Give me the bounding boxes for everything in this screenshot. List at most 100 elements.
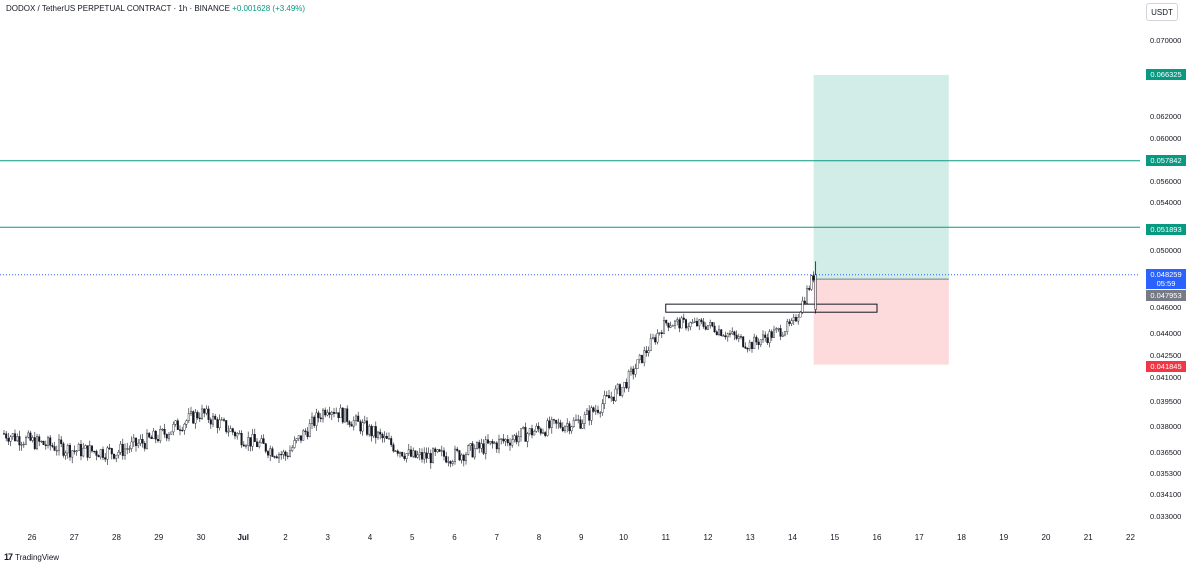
- candle: [693, 320, 696, 323]
- candle: [25, 436, 28, 445]
- candle: [143, 443, 146, 449]
- y-tick-label: 0.041000: [1150, 373, 1181, 382]
- candle: [443, 450, 446, 457]
- x-tick-label: 5: [410, 533, 415, 542]
- candle: [718, 329, 721, 336]
- candle: [449, 461, 452, 464]
- candle: [755, 336, 758, 343]
- candle: [542, 432, 545, 434]
- candle: [231, 428, 234, 433]
- candle: [383, 436, 386, 439]
- candle: [581, 423, 584, 429]
- candle: [515, 435, 518, 443]
- resistance-box: [665, 303, 878, 313]
- x-tick-label: 6: [452, 533, 457, 542]
- candle: [240, 433, 243, 446]
- x-tick-label: 15: [830, 533, 839, 542]
- candle: [687, 326, 690, 329]
- candle: [647, 350, 650, 354]
- candle: [680, 317, 683, 329]
- candle: [480, 443, 483, 449]
- candle: [174, 420, 177, 425]
- candle: [269, 448, 272, 456]
- candle: [150, 436, 153, 439]
- candle: [203, 408, 206, 414]
- candle: [806, 288, 809, 304]
- candle: [795, 317, 798, 322]
- candle: [29, 432, 32, 441]
- candle: [352, 420, 355, 427]
- candle: [38, 436, 41, 442]
- candle: [597, 409, 600, 413]
- currency-button[interactable]: USDT: [1146, 3, 1178, 21]
- candle: [652, 337, 655, 339]
- candle: [711, 322, 714, 327]
- candle: [715, 331, 718, 336]
- take-profit-zone: [813, 74, 949, 280]
- candle: [495, 442, 498, 450]
- candle: [163, 428, 166, 435]
- candle: [93, 450, 96, 453]
- candle: [205, 408, 208, 414]
- candle: [339, 407, 342, 418]
- candle: [293, 440, 296, 448]
- candle: [744, 346, 747, 349]
- price-change: +0.001628 (+3.49%): [232, 4, 306, 13]
- candle: [575, 419, 578, 421]
- candle: [225, 420, 228, 432]
- x-tick-label: 14: [788, 533, 797, 542]
- candle: [77, 444, 80, 452]
- stop-loss-zone: [813, 279, 949, 365]
- candle: [112, 453, 115, 459]
- candle: [773, 329, 776, 338]
- candle: [531, 428, 534, 436]
- candle: [253, 434, 256, 442]
- candle: [412, 450, 415, 457]
- candle: [145, 432, 148, 449]
- candle: [258, 442, 261, 447]
- candle: [627, 371, 630, 389]
- candle: [583, 414, 586, 424]
- candle: [691, 322, 694, 324]
- candle: [489, 441, 492, 444]
- candle: [348, 421, 351, 425]
- candle: [207, 408, 210, 420]
- candle: [500, 438, 503, 440]
- candle: [434, 448, 437, 452]
- candle: [328, 412, 331, 415]
- candle: [214, 415, 217, 420]
- candle: [337, 412, 340, 418]
- candle: [487, 439, 490, 444]
- candle: [810, 275, 813, 290]
- x-tick-label: Jul: [237, 533, 249, 542]
- candle: [198, 417, 201, 419]
- candle: [803, 300, 806, 304]
- candle: [654, 337, 657, 343]
- candle: [302, 430, 305, 441]
- candle: [777, 328, 780, 330]
- candle: [278, 453, 281, 459]
- candle: [95, 451, 98, 456]
- candle: [808, 288, 811, 290]
- candle: [784, 331, 787, 336]
- candle: [619, 384, 622, 396]
- candle: [22, 443, 25, 446]
- candle: [110, 448, 113, 455]
- candle: [128, 448, 131, 450]
- candle: [271, 448, 274, 457]
- tradingview-logo[interactable]: 17 TradingView: [4, 552, 59, 562]
- y-tick-label: 0.050000: [1150, 246, 1181, 255]
- candle: [161, 428, 164, 431]
- candle: [68, 445, 71, 458]
- candle: [392, 444, 395, 452]
- candle: [216, 419, 219, 429]
- candle: [445, 456, 448, 463]
- candle: [559, 422, 562, 428]
- candle: [751, 342, 754, 349]
- candle: [388, 438, 391, 440]
- candle: [84, 445, 87, 449]
- candle: [222, 419, 225, 421]
- candle: [20, 444, 23, 446]
- candle: [192, 411, 195, 424]
